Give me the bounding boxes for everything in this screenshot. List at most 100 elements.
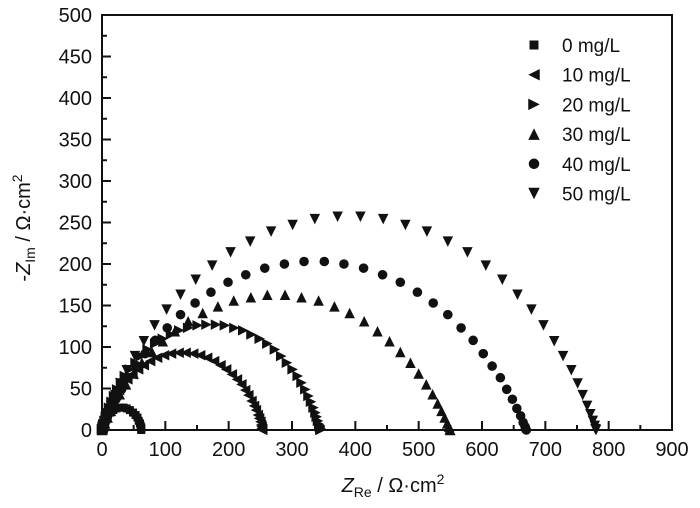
data-point-marker bbox=[296, 377, 307, 388]
data-point-marker bbox=[201, 352, 213, 364]
data-point-marker bbox=[240, 269, 251, 280]
legend-item: 50 mg/L bbox=[528, 185, 631, 206]
data-point-marker bbox=[187, 348, 199, 359]
data-point-marker bbox=[281, 357, 293, 369]
data-point-marker bbox=[395, 277, 406, 288]
data-point-marker bbox=[279, 259, 290, 269]
data-point-marker bbox=[526, 304, 537, 315]
data-point-marker bbox=[497, 274, 508, 286]
data-point-marker bbox=[157, 335, 169, 347]
data-point-marker bbox=[212, 301, 224, 312]
data-point-marker bbox=[405, 357, 416, 369]
data-point-marker bbox=[206, 260, 218, 271]
data-point-marker bbox=[507, 394, 518, 405]
data-point-marker bbox=[140, 348, 150, 359]
x-axis-tick-label: 700 bbox=[529, 439, 562, 461]
data-point-marker bbox=[175, 289, 186, 300]
data-point-marker bbox=[512, 289, 523, 300]
data-point-marker bbox=[102, 408, 113, 420]
data-point-marker bbox=[313, 295, 324, 306]
data-point-marker bbox=[215, 360, 226, 371]
legend-item-label: 40 mg/L bbox=[562, 155, 631, 176]
data-point-marker bbox=[206, 287, 216, 298]
data-point-marker bbox=[585, 408, 596, 420]
data-point-marker bbox=[236, 379, 247, 390]
data-point-marker bbox=[226, 369, 238, 380]
y-axis-tick-label: 350 bbox=[59, 130, 92, 152]
data-point-marker bbox=[129, 350, 141, 362]
data-point-marker bbox=[315, 424, 326, 436]
data-point-marker bbox=[158, 350, 170, 361]
data-point-marker bbox=[358, 316, 370, 327]
data-point-marker bbox=[245, 291, 257, 303]
data-point-marker bbox=[299, 256, 309, 267]
data-point-marker bbox=[432, 398, 443, 409]
legend-item-label: 20 mg/L bbox=[562, 95, 631, 116]
data-point-marker bbox=[192, 320, 203, 331]
data-point-marker bbox=[262, 338, 273, 349]
data-point-marker bbox=[445, 424, 456, 436]
data-point-marker bbox=[121, 364, 132, 376]
data-point-marker bbox=[243, 389, 254, 401]
y-axis-tick-label: 100 bbox=[59, 337, 92, 359]
y-axis-tick-label: 300 bbox=[59, 171, 92, 193]
data-point-marker bbox=[309, 213, 321, 225]
data-point-marker bbox=[279, 289, 291, 300]
legend-item-label: 0 mg/L bbox=[562, 36, 620, 57]
x-axis-tick-label: 400 bbox=[339, 439, 372, 461]
data-point-marker bbox=[296, 291, 307, 303]
data-point-marker bbox=[115, 378, 126, 389]
data-point-marker bbox=[300, 384, 311, 395]
data-point-marker bbox=[581, 400, 593, 412]
y-axis-tick-label: 0 bbox=[81, 420, 92, 442]
legend-item: 30 mg/L bbox=[528, 125, 631, 146]
data-point-marker bbox=[377, 213, 389, 225]
x-axis-label: ZRe / Ω·cm2 bbox=[341, 471, 445, 500]
legend-marker-triangle-right-icon bbox=[528, 98, 540, 111]
data-point-marker bbox=[329, 301, 340, 312]
data-point-marker bbox=[246, 329, 257, 340]
data-point-marker bbox=[265, 226, 277, 237]
data-point-marker bbox=[456, 323, 466, 333]
data-point-marker bbox=[487, 361, 497, 371]
y-axis-label: -ZIm / Ω·cm2 bbox=[9, 174, 38, 281]
data-point-marker bbox=[427, 389, 438, 400]
data-point-marker bbox=[400, 219, 411, 231]
data-point-marker bbox=[577, 389, 588, 401]
data-point-marker bbox=[225, 247, 236, 258]
data-point-marker bbox=[395, 346, 406, 358]
data-point-marker bbox=[521, 425, 532, 435]
y-axis-tick-label: 450 bbox=[59, 47, 92, 69]
data-point-marker bbox=[372, 325, 383, 337]
data-point-marker bbox=[138, 335, 150, 347]
data-point-marker bbox=[478, 348, 489, 359]
data-point-marker bbox=[244, 236, 256, 247]
data-point-marker bbox=[123, 372, 133, 383]
legend-item: 20 mg/L bbox=[528, 95, 631, 116]
legend-marker-triangle-left-icon bbox=[528, 68, 540, 81]
data-point-marker bbox=[190, 274, 201, 286]
data-point-marker bbox=[162, 323, 173, 333]
data-point-marker bbox=[131, 361, 141, 371]
x-axis-tick-label: 900 bbox=[655, 439, 688, 461]
data-point-marker bbox=[319, 256, 330, 267]
data-point-marker bbox=[219, 320, 231, 331]
data-point-marker bbox=[269, 344, 281, 355]
data-point-marker bbox=[462, 247, 473, 258]
data-point-marker bbox=[197, 307, 208, 319]
y-axis-tick-label: 50 bbox=[70, 379, 92, 401]
data-point-marker bbox=[344, 307, 355, 319]
data-point-marker bbox=[275, 350, 287, 362]
series-50-mg-l bbox=[96, 211, 602, 436]
data-point-marker bbox=[165, 348, 177, 359]
legend-item-label: 50 mg/L bbox=[562, 185, 631, 206]
data-point-marker bbox=[377, 269, 388, 280]
data-point-marker bbox=[480, 260, 492, 271]
x-axis-tick-label: 300 bbox=[275, 439, 308, 461]
data-point-marker bbox=[223, 277, 233, 288]
data-point-marker bbox=[412, 287, 423, 298]
data-point-marker bbox=[210, 319, 222, 330]
data-point-marker bbox=[548, 335, 560, 347]
y-axis-tick-label: 150 bbox=[59, 296, 92, 318]
